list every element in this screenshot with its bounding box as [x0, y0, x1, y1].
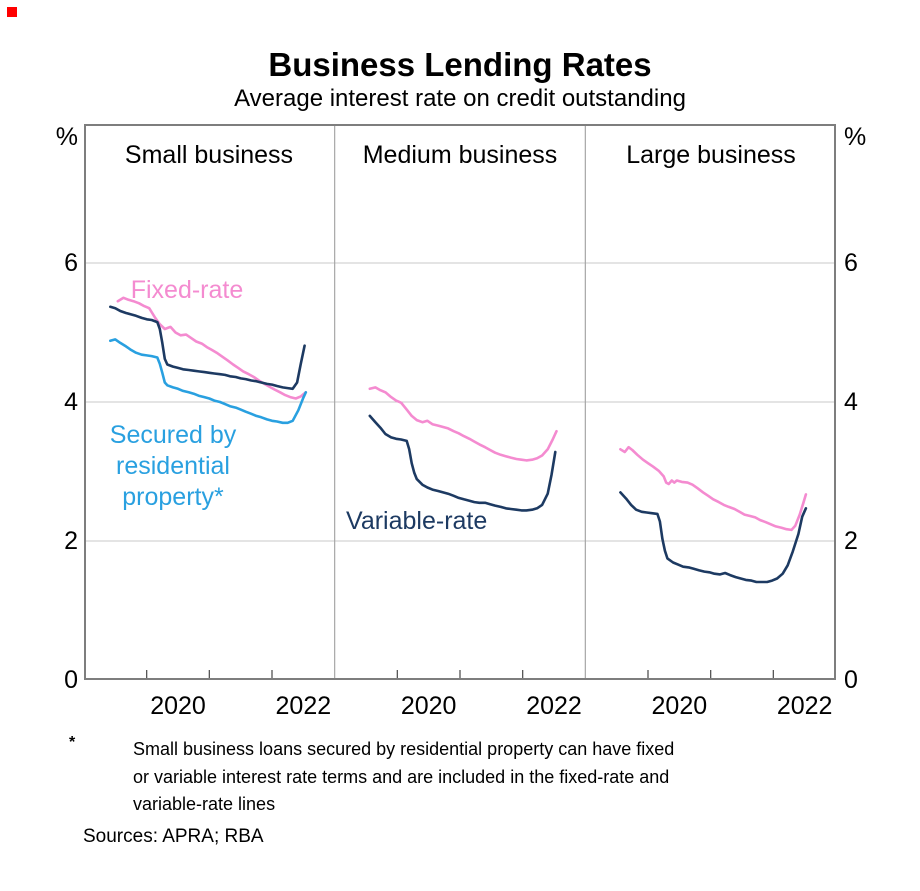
- y-axis-unit-right: %: [844, 123, 867, 151]
- y-axis-label-right-4: 4: [844, 388, 858, 416]
- footnote-marker: *: [69, 734, 76, 751]
- y-axis-label-left-4: 4: [64, 388, 78, 416]
- y-axis-unit-left: %: [55, 123, 78, 151]
- line-small-business-fixed-rate: [116, 296, 308, 400]
- footnote-text: Small business loans secured by resident…: [133, 736, 793, 819]
- x-axis-label-medium-business-2020: 2020: [400, 692, 457, 720]
- x-axis-label-small-business-2022: 2022: [275, 692, 332, 720]
- chart-title: Business Lending Rates: [268, 46, 652, 83]
- footnote-line-1: Small business loans secured by resident…: [133, 739, 675, 759]
- panel-label-medium-business: Medium business: [362, 141, 558, 169]
- panel-label-large-business: Large business: [626, 141, 796, 169]
- line-large-business-fixed-rate: [619, 445, 808, 532]
- plot-area: [84, 124, 836, 680]
- footnote-line-3: variable-rate lines: [133, 794, 276, 814]
- footnote-line-2: or variable interest rate terms and are …: [133, 766, 670, 787]
- sources-text: Sources: APRA; RBA: [83, 826, 264, 847]
- line-small-business-variable-rate: [108, 305, 306, 391]
- line-medium-business-fixed-rate: [368, 386, 558, 462]
- series-label-fixed-rate: Fixed-rate: [130, 276, 244, 304]
- x-axis-label-large-business-2022: 2022: [776, 692, 833, 720]
- y-axis-label-right-0: 0: [844, 666, 858, 694]
- red-square-marker: [7, 7, 17, 17]
- x-axis-label-large-business-2020: 2020: [651, 692, 708, 720]
- y-axis-label-left-0: 0: [64, 666, 78, 694]
- line-small-business-secured-by-residential-property: [108, 338, 308, 425]
- y-axis-label-right-6: 6: [844, 249, 858, 277]
- chart-subtitle: Average interest rate on credit outstand…: [234, 85, 686, 112]
- y-axis-label-left-6: 6: [64, 249, 78, 277]
- y-axis-label-left-2: 2: [64, 527, 78, 555]
- line-medium-business-variable-rate: [368, 414, 557, 512]
- line-large-business-variable-rate: [619, 491, 808, 584]
- x-axis-label-small-business-2020: 2020: [150, 692, 206, 720]
- axis-box: [84, 124, 836, 680]
- series-label-variable-rate: Variable-rate: [346, 507, 488, 535]
- y-axis-label-right-2: 2: [844, 527, 858, 555]
- x-axis-label-medium-business-2022: 2022: [526, 692, 582, 720]
- series-label-secured-by-residential-property: Secured by residential property*: [109, 421, 237, 511]
- panel-label-small-business: Small business: [124, 141, 294, 169]
